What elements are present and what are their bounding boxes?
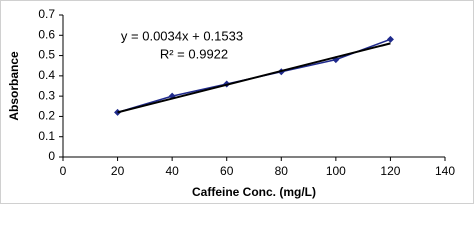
- y-tick-label: 0.4: [38, 68, 55, 82]
- y-tick-label: 0.5: [38, 48, 55, 62]
- x-tick-label: 40: [165, 164, 179, 178]
- y-tick-label: 0: [48, 149, 55, 163]
- y-tick-label: 0.6: [38, 27, 55, 41]
- y-tick-label: 0.3: [38, 88, 55, 102]
- x-tick-label: 140: [435, 164, 455, 178]
- x-tick-label: 0: [60, 164, 67, 178]
- chart: y = 0.0034x + 0.1533 R² = 0.9922 Caffein…: [0, 0, 474, 204]
- x-tick-label: 80: [275, 164, 289, 178]
- r-squared: R² = 0.9922: [160, 46, 228, 61]
- trendline: [117, 42, 391, 114]
- y-tick-label: 0.1: [38, 129, 55, 143]
- x-axis-label: Caffeine Conc. (mg/L): [192, 185, 316, 199]
- equation: y = 0.0034x + 0.1533: [121, 28, 243, 43]
- x-tick-label: 60: [220, 164, 234, 178]
- x-tick-label: 120: [380, 164, 400, 178]
- y-tick-label: 0.7: [38, 7, 55, 21]
- marker: [386, 35, 394, 43]
- y-tick-label: 0.2: [38, 109, 55, 123]
- x-tick-label: 20: [111, 164, 125, 178]
- y-axis-label: Absorbance: [7, 51, 21, 121]
- x-tick-label: 100: [326, 164, 346, 178]
